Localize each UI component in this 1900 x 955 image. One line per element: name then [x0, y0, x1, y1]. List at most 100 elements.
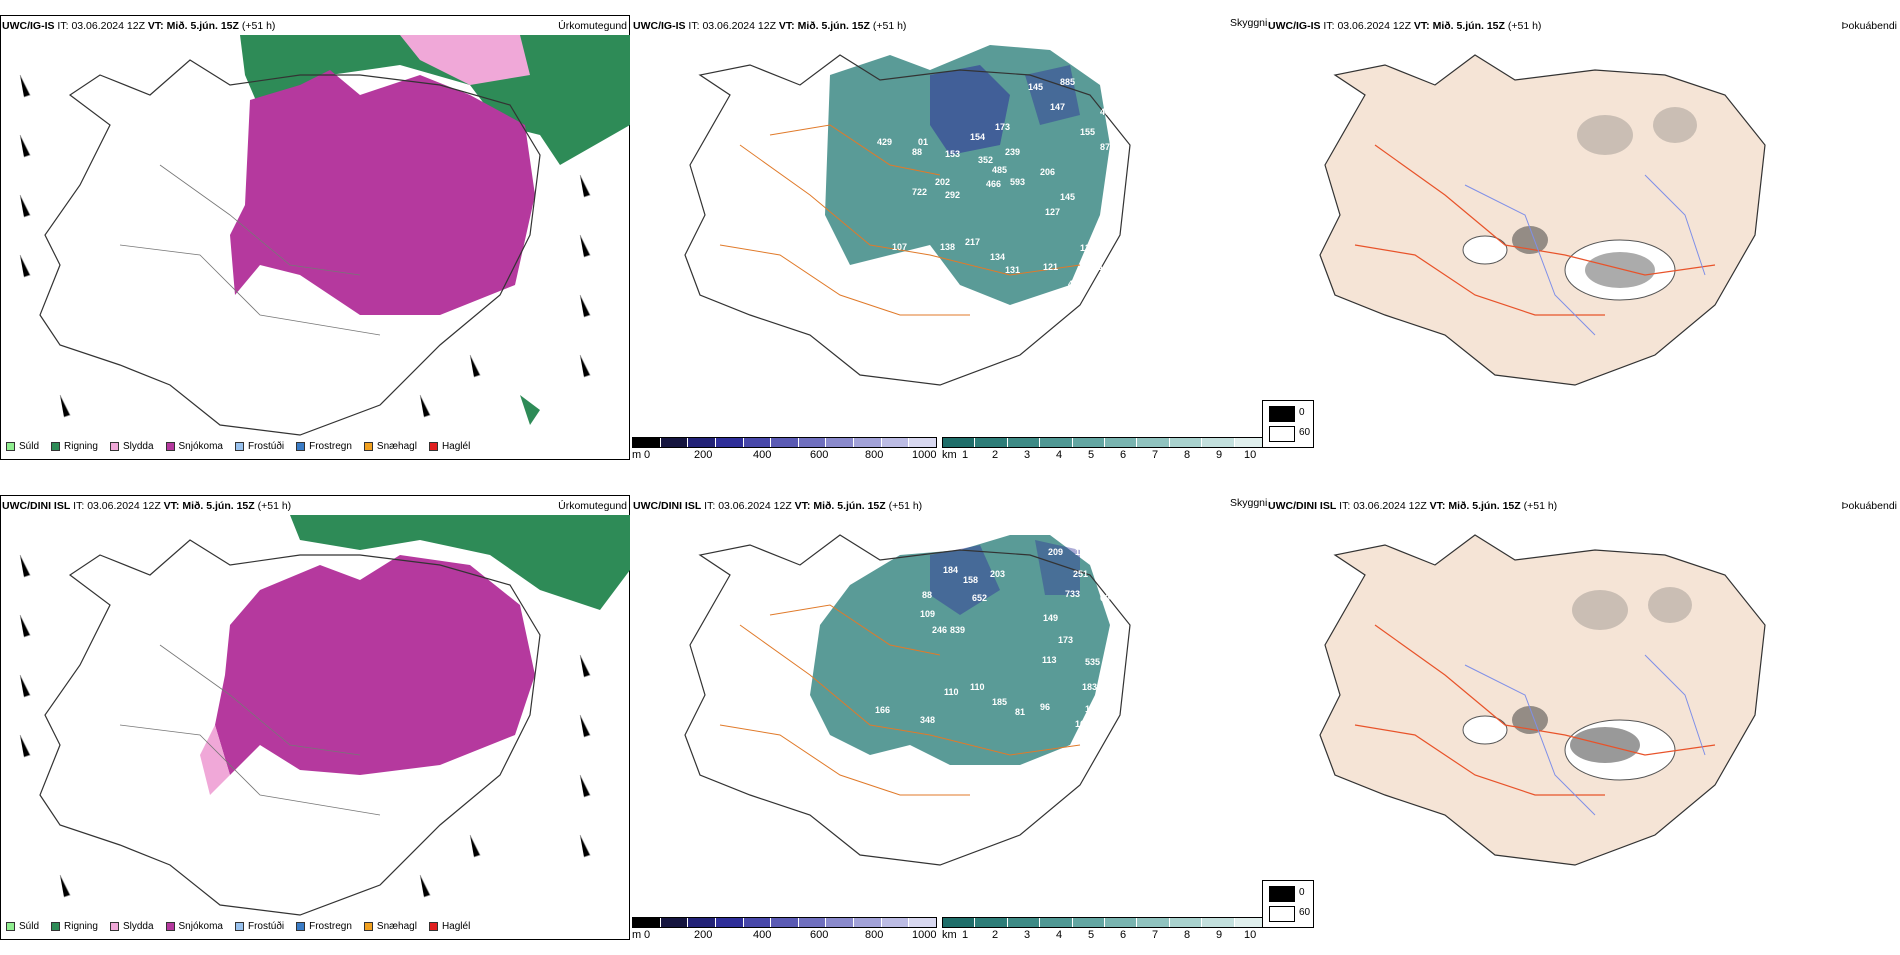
legend-item-freezing-rain: Frostregn — [296, 441, 352, 452]
value-label: 203 — [990, 569, 1005, 579]
colorbar-swatch — [909, 918, 937, 927]
legend-label: Haglél — [441, 921, 471, 932]
vt-label: VT: — [1429, 500, 1446, 512]
model-name: UWC/IG-IS — [2, 20, 55, 32]
visibility-colorbar-strip — [942, 917, 1267, 928]
river-line — [1644, 174, 1706, 276]
tick-label: 800 — [865, 929, 884, 941]
it-value: 03.06.2024 12Z — [1353, 500, 1427, 512]
legend-label: Súld — [19, 921, 40, 932]
visibility-colorbar: km 1 2 3 4 5 6 7 8 9 10 — [942, 917, 1267, 943]
colorbar-swatch — [1202, 918, 1235, 927]
unit-label: m — [632, 929, 642, 941]
iceland-outline — [39, 59, 541, 436]
fog-signal — [1577, 115, 1633, 155]
legend-swatch — [296, 442, 306, 451]
rain-area — [290, 515, 630, 610]
unit-label: km — [942, 929, 957, 941]
legend-swatch — [109, 442, 119, 451]
tick-label: 10 — [1244, 449, 1257, 461]
vt-value: Mið. 5.jún. 15Z — [182, 500, 255, 512]
value-label: 88 — [912, 147, 922, 157]
legend-swatch — [6, 922, 15, 931]
value-label: 184 — [943, 565, 958, 575]
legend-swatch — [234, 922, 244, 931]
legend-item-snow-pellets: Snæhagl — [363, 441, 417, 452]
panel-frame — [0, 495, 630, 940]
value-label: 145 — [1060, 192, 1075, 202]
legend-label: Haglél — [441, 441, 471, 452]
panel-header: UWC/IG-IS IT: 03.06.2024 12Z VT: Mið. 5.… — [1268, 20, 1541, 32]
colorbar-swatch — [1234, 438, 1267, 447]
tick-label: 400 — [753, 449, 772, 461]
legend-swatch — [428, 922, 438, 931]
value-label: 885 — [1060, 77, 1075, 87]
low-ceiling-area — [1035, 540, 1080, 595]
legend-item-freezing-drizzle: Frostúði — [234, 921, 284, 932]
value-label: 109 — [920, 609, 935, 619]
fog-key-dark-label: 0 — [1299, 887, 1305, 898]
colorbar-swatch — [715, 438, 744, 447]
value-label: 113 — [1042, 655, 1057, 665]
glacier-area — [1564, 239, 1676, 301]
low-ceiling-area — [930, 545, 1000, 615]
fog-key: 0 60 — [1262, 400, 1314, 448]
visibility-colorbar: km 1 2 3 4 5 6 7 8 9 10 — [942, 437, 1267, 463]
tick-label: 600 — [810, 449, 829, 461]
tick-label: 4 — [1056, 929, 1063, 941]
value-label: 593 — [1010, 177, 1025, 187]
value-label: 168 — [878, 262, 893, 272]
vt-value: Mið. 5.jún. 15Z — [813, 500, 886, 512]
fog-indicator-panel: UWC/DINI ISL IT: 03.06.2024 12Z VT: Mið.… — [1265, 495, 1900, 940]
tick-label: 1000 — [912, 929, 937, 941]
value-label: 34 — [862, 275, 872, 285]
value-label: 149 — [1043, 613, 1058, 623]
tick-label: 10 — [1244, 929, 1257, 941]
fog-key-dark-swatch — [1269, 886, 1295, 902]
colorbar-swatch — [1169, 918, 1203, 927]
forecast-row-bottom: UWC/DINI ISL IT: 03.06.2024 12Z VT: Mið.… — [0, 480, 1900, 955]
tick-label: 200 — [694, 929, 713, 941]
legend-item-hail: Haglél — [428, 441, 471, 452]
lead-time: (+51 h) — [872, 20, 907, 32]
value-label: 166 — [875, 705, 890, 715]
ceiling-tick-labels: m 0 200 400 600 800 1000 — [632, 448, 937, 462]
fog-key-light-label: 60 — [1299, 907, 1311, 918]
colorbar-swatch — [826, 438, 855, 447]
colorbar-swatch — [743, 918, 772, 927]
value-label: 185 — [992, 697, 1007, 707]
it-value: 03.06.2024 12Z — [1337, 20, 1411, 32]
precip-type-title: Úrkomutegund — [558, 20, 627, 32]
value-label: 239 — [1005, 147, 1020, 157]
road-line — [159, 644, 361, 756]
value-label: 160 — [1075, 719, 1090, 729]
colorbar-swatch — [1202, 438, 1235, 447]
tick-label: 400 — [753, 929, 772, 941]
value-label: 145 — [1028, 82, 1043, 92]
it-label: IT: — [1339, 500, 1351, 512]
colorbar-swatch — [660, 918, 689, 927]
lead-time: (+51 h) — [888, 500, 923, 512]
value-label: 135 — [1080, 243, 1095, 253]
value-label: 127 — [1045, 207, 1060, 217]
visibility-labels: 209 10 427 184 158 203 251 69 88 652 733… — [875, 547, 1153, 729]
ceiling-tick-labels: m 0 200 400 600 800 1000 — [632, 928, 937, 942]
colorbar-swatch — [1234, 918, 1267, 927]
colorbar-swatch — [1040, 918, 1073, 927]
road-line — [119, 244, 381, 336]
iceland-land — [1319, 54, 1766, 386]
colorbar-swatch — [1007, 438, 1041, 447]
value-label: 110 — [944, 687, 959, 697]
colorbar-swatch — [1105, 918, 1138, 927]
value-label: 722 — [912, 187, 927, 197]
legend-label: Frostregn — [309, 441, 352, 452]
legend-label: Rigning — [64, 921, 98, 932]
value-label: 733 — [1065, 589, 1080, 599]
colorbar-swatch — [771, 918, 799, 927]
value-label: 292 — [945, 190, 960, 200]
value-label: 466 — [986, 179, 1001, 189]
legend-item-sleet: Slydda — [109, 441, 154, 452]
vt-value: Mið. 5.jún. 15Z — [1432, 20, 1505, 32]
value-label: 153 — [945, 149, 960, 159]
fog-key: 0 60 — [1262, 880, 1314, 928]
